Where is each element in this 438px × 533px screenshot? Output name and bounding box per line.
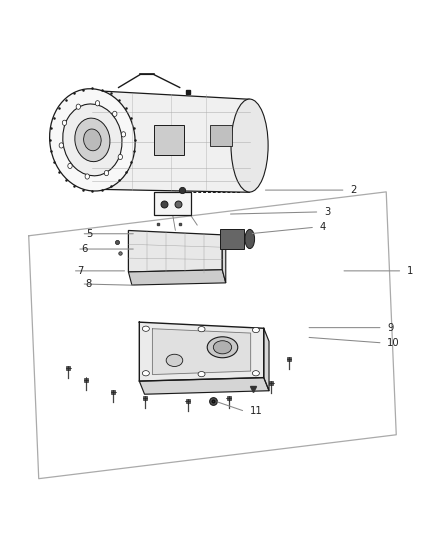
Ellipse shape [198, 372, 205, 377]
Ellipse shape [207, 337, 238, 358]
Polygon shape [264, 328, 269, 391]
Text: 6: 6 [81, 244, 88, 254]
Ellipse shape [118, 155, 123, 159]
Ellipse shape [68, 163, 72, 168]
Ellipse shape [62, 120, 67, 125]
Ellipse shape [121, 132, 126, 137]
Ellipse shape [63, 104, 122, 176]
Ellipse shape [142, 370, 149, 376]
Text: 10: 10 [387, 338, 400, 348]
Polygon shape [139, 322, 264, 381]
Ellipse shape [95, 101, 100, 106]
Ellipse shape [85, 174, 89, 179]
Text: 4: 4 [319, 222, 326, 232]
Ellipse shape [76, 104, 81, 109]
Ellipse shape [245, 229, 254, 248]
Ellipse shape [166, 354, 183, 367]
Polygon shape [128, 230, 222, 272]
Bar [220, 229, 244, 248]
Text: 1: 1 [407, 266, 413, 276]
Ellipse shape [104, 171, 109, 176]
Ellipse shape [252, 370, 259, 376]
Polygon shape [139, 377, 269, 394]
Bar [153, 125, 184, 155]
Ellipse shape [84, 129, 101, 151]
Ellipse shape [75, 118, 110, 161]
Ellipse shape [142, 326, 149, 332]
Text: 2: 2 [350, 185, 357, 195]
Polygon shape [128, 270, 226, 285]
Ellipse shape [49, 88, 135, 191]
Ellipse shape [231, 99, 268, 192]
Polygon shape [222, 235, 226, 283]
Polygon shape [152, 329, 251, 375]
Ellipse shape [213, 341, 232, 354]
Ellipse shape [59, 143, 64, 148]
Text: 9: 9 [387, 322, 393, 333]
Text: 7: 7 [77, 266, 84, 276]
Bar [154, 192, 191, 215]
Ellipse shape [113, 111, 117, 116]
Text: 5: 5 [86, 229, 92, 239]
Polygon shape [92, 91, 250, 192]
Text: 8: 8 [86, 279, 92, 289]
Ellipse shape [198, 327, 205, 332]
Bar [210, 125, 232, 147]
Ellipse shape [252, 327, 259, 333]
Text: 3: 3 [324, 207, 330, 217]
Text: 11: 11 [250, 407, 262, 416]
